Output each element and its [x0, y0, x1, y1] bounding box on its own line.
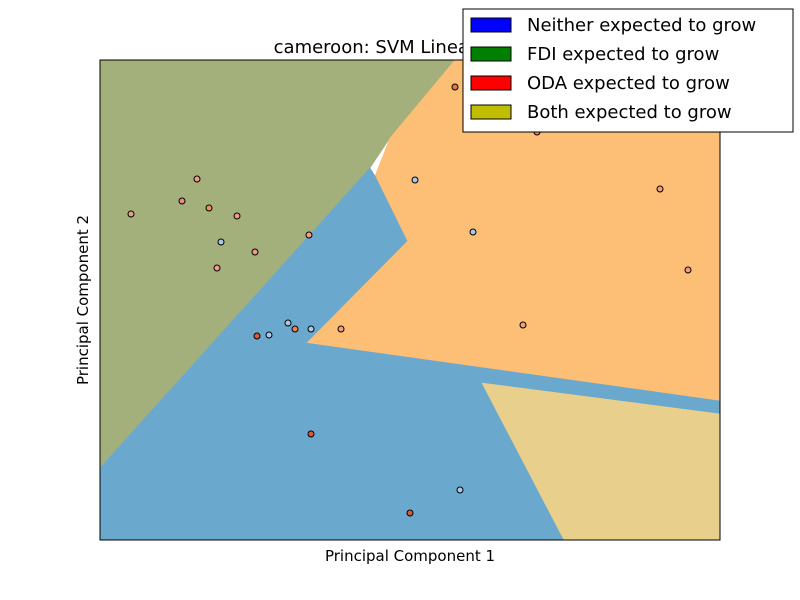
plot-frame: [99, 59, 721, 541]
data-points: [127, 83, 692, 517]
legend-label-1: Neither expected to grow: [527, 15, 756, 36]
data-point-15: [337, 325, 345, 333]
data-point-4: [205, 204, 213, 212]
data-point-10: [253, 332, 261, 340]
data-point-8: [251, 248, 259, 256]
data-point-14: [307, 325, 315, 333]
legend-box: [462, 8, 794, 133]
data-point-23: [519, 321, 527, 329]
legend: Neither expected to grow FDI expected to …: [462, 8, 794, 133]
data-point-5: [233, 212, 241, 220]
legend-swatch-2: [470, 46, 512, 62]
data-point-24: [456, 486, 464, 494]
data-point-11: [265, 331, 273, 339]
data-point-12: [284, 319, 292, 327]
data-point-22: [684, 266, 692, 274]
data-point-17: [411, 176, 419, 184]
chart-title: cameroon: SVM Linear: [274, 37, 477, 58]
legend-label-4: Both expected to grow: [527, 102, 732, 123]
data-point-3: [193, 175, 201, 183]
data-point-19: [451, 83, 459, 91]
data-point-1: [127, 210, 135, 218]
data-point-9: [305, 231, 313, 239]
data-point-25: [406, 509, 414, 517]
data-point-18: [469, 228, 477, 236]
data-point-16: [307, 430, 315, 438]
legend-swatch-3: [470, 75, 512, 91]
legend-swatch-1: [470, 17, 512, 33]
data-point-13: [291, 325, 299, 333]
x-axis-label: Principal Component 1: [325, 547, 495, 565]
data-point-6: [217, 238, 225, 246]
data-point-2: [178, 197, 186, 205]
decision-regions: [99, 59, 721, 541]
legend-swatch-4: [470, 104, 512, 120]
data-point-7: [213, 264, 221, 272]
data-point-21: [656, 185, 664, 193]
legend-label-3: ODA expected to grow: [527, 73, 730, 94]
y-axis-label: Principal Component 2: [74, 215, 92, 385]
legend-label-2: FDI expected to grow: [527, 44, 719, 65]
